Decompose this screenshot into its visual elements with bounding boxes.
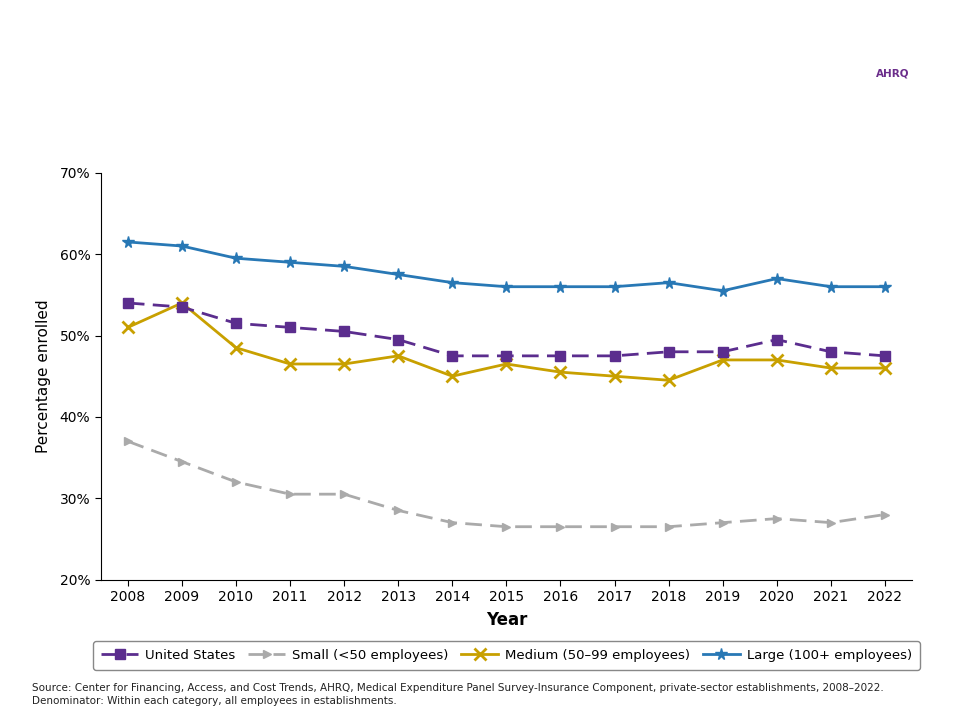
Text: Figure 1. Enrollment rate: Percentage of all private-sector
employees enrolled i: Figure 1. Enrollment rate: Percentage of…: [59, 39, 757, 109]
Legend: United States, Small (<50 employees), Medium (50–99 employees), Large (100+ empl: United States, Small (<50 employees), Me…: [93, 641, 920, 670]
Text: Source: Center for Financing, Access, and Cost Trends, AHRQ, Medical Expenditure: Source: Center for Financing, Access, an…: [32, 683, 883, 693]
Text: AHRQ: AHRQ: [876, 69, 909, 78]
X-axis label: Year: Year: [486, 611, 527, 629]
Y-axis label: Percentage enrolled: Percentage enrolled: [36, 300, 51, 453]
Text: Denominator: Within each category, all employees in establishments.: Denominator: Within each category, all e…: [32, 696, 396, 706]
Ellipse shape: [816, 27, 947, 145]
